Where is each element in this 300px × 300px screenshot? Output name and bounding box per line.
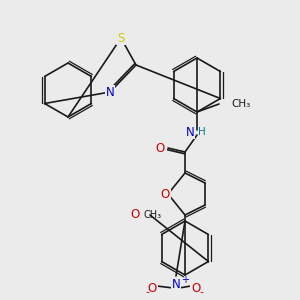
Text: N: N <box>186 125 194 139</box>
Text: CH₃: CH₃ <box>231 99 250 109</box>
Text: -: - <box>199 287 203 297</box>
Text: O: O <box>130 208 140 221</box>
Text: O: O <box>191 281 201 295</box>
Text: S: S <box>117 32 125 44</box>
Text: CH₃: CH₃ <box>143 210 161 220</box>
Text: +: + <box>181 275 189 285</box>
Text: O: O <box>147 281 157 295</box>
Text: O: O <box>155 142 165 154</box>
Text: -: - <box>145 287 149 297</box>
Text: H: H <box>198 127 206 137</box>
Text: N: N <box>106 85 114 98</box>
Text: O: O <box>160 188 169 200</box>
Text: N: N <box>172 278 180 290</box>
